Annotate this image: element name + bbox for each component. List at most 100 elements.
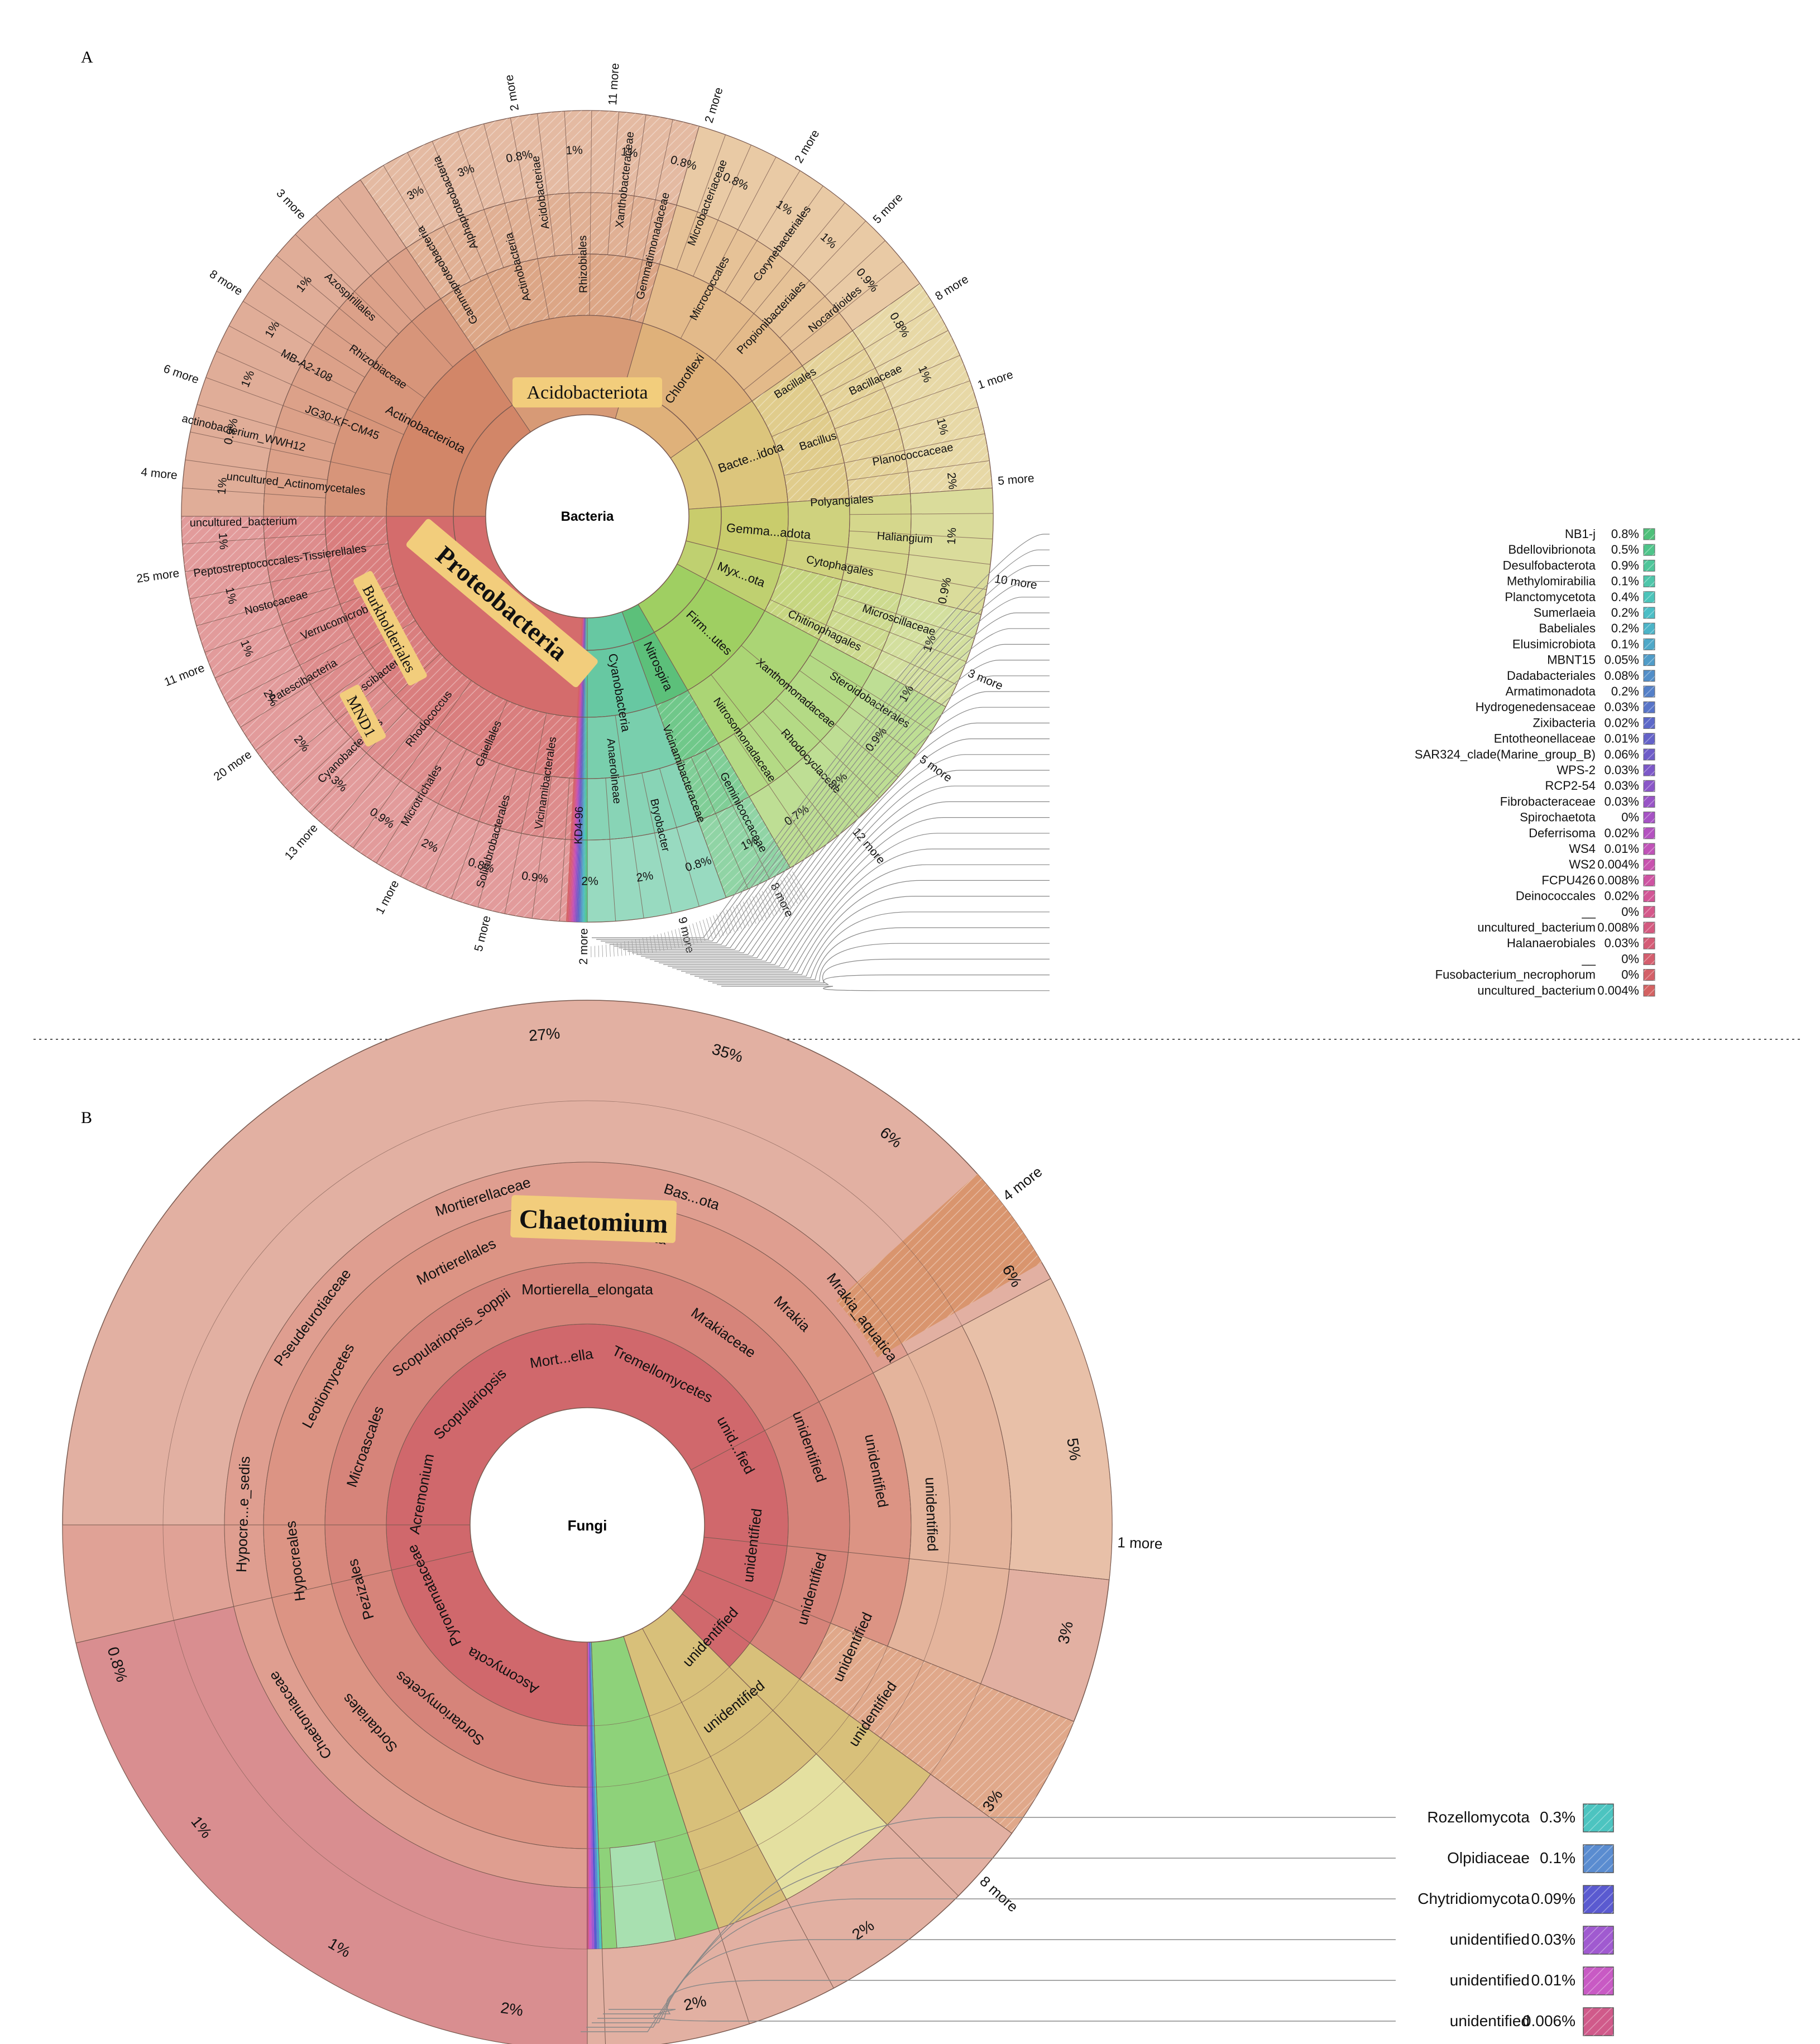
bacteria-fan-line xyxy=(664,932,668,950)
legend-swatch-hatch xyxy=(1644,906,1655,918)
bacteria-fan-line xyxy=(628,941,630,956)
legend-connector xyxy=(686,864,1050,973)
legend-value: 0.2% xyxy=(1611,606,1639,620)
bacteria-minor-wedge xyxy=(567,617,583,922)
bacteria-minor-wedge xyxy=(579,617,586,922)
legend-name: FCPU426 xyxy=(1541,873,1596,887)
fungi-spoke xyxy=(682,1594,1012,1834)
fungi-center-label: Fungi xyxy=(568,1517,607,1534)
bacteria-spoke xyxy=(767,220,866,326)
wedge-label: 6 more xyxy=(162,362,200,386)
bacteria-fan-line xyxy=(761,891,774,917)
legend-connector xyxy=(690,880,1050,975)
legend-connector xyxy=(681,848,1050,972)
bacteria-spoke xyxy=(205,377,341,427)
bacteria-spoke xyxy=(425,700,508,889)
fungi-legend: Rozellomycota 0.3% Olpidiaceae 0.1% Chytridi… xyxy=(1417,1803,1614,2036)
wedge-label: 5% xyxy=(1064,1437,1084,1462)
legend-name: SAR324_clade(Marine_group_B) xyxy=(1415,747,1596,761)
bacteria-fan-line xyxy=(716,914,724,936)
bacteria-ring-2 xyxy=(386,315,789,718)
bacteria-fan-line xyxy=(730,908,739,931)
bacteria-spoke xyxy=(255,667,373,751)
bacteria-fan-line xyxy=(702,919,710,941)
wedge-label: 1% xyxy=(215,477,229,495)
legend-swatch-hatch xyxy=(1644,733,1655,745)
bacteria-minor-wedge xyxy=(584,617,587,922)
legend-name: Halanaerobiales xyxy=(1507,936,1596,950)
legend-connector xyxy=(641,707,1050,957)
legend-swatch-hatch xyxy=(1644,843,1655,855)
bacteria-fan-line xyxy=(696,922,702,943)
fungi-minor-wedge xyxy=(589,1642,597,1949)
bacteria-minor-wedge xyxy=(571,617,584,922)
bacteria-minor-wedge xyxy=(586,617,587,922)
bacteria-spoke xyxy=(739,185,823,303)
legend-swatch-hatch xyxy=(1644,765,1655,776)
legend-swatch-hatch xyxy=(1583,1967,1613,1995)
legend-connector xyxy=(619,628,1050,948)
legend-value: 0.09% xyxy=(1531,1890,1575,1907)
bacteria-spoke xyxy=(477,769,517,908)
bacteria-minor-wedge xyxy=(575,617,585,922)
legend-name: uncultured_bacterium xyxy=(1477,920,1596,934)
legend-connector xyxy=(609,2009,1396,2022)
legend-name: RCP2-54 xyxy=(1545,779,1596,793)
legend-connector xyxy=(672,817,1050,968)
legend-connector xyxy=(596,549,1050,940)
legend-value: 0.01% xyxy=(1605,732,1639,746)
bacteria-spoke xyxy=(641,773,672,914)
bacteria-spoke xyxy=(457,131,504,268)
legend-name: WS4 xyxy=(1569,842,1596,856)
legend-swatch-hatch xyxy=(1644,529,1655,540)
bacteria-fan-line xyxy=(736,905,746,928)
bacteria-wedge-hatch xyxy=(264,516,587,840)
bacteria-spoke xyxy=(258,277,425,399)
legend-value: 0.004% xyxy=(1597,857,1639,871)
bacteria-minor-wedge xyxy=(583,617,587,922)
legend-swatch-hatch xyxy=(1644,875,1655,886)
legend-name: Entotheonellaceae xyxy=(1494,732,1596,746)
fungi-spoke xyxy=(670,1608,959,1897)
bacteria-fan-line xyxy=(783,877,798,904)
wedge-label: 2% xyxy=(945,472,959,490)
panel-letter-b: B xyxy=(81,1109,92,1127)
legend-name: unidentified xyxy=(1450,1931,1530,1948)
fungi-spoke xyxy=(691,1278,1051,1470)
bacteria-minor-wedge xyxy=(578,617,586,922)
legend-name: Elusimicrobiota xyxy=(1512,637,1596,651)
legend-value: 0% xyxy=(1621,810,1639,824)
legend-value: 0.06% xyxy=(1605,747,1639,761)
bacteria-spoke xyxy=(227,636,355,703)
legend-swatch-hatch xyxy=(1644,623,1655,635)
fungi-spoke xyxy=(696,1568,1074,1722)
bacteria-minor-wedge xyxy=(582,617,587,922)
wedge-label: 8 more xyxy=(933,273,971,303)
legend-swatch-hatch xyxy=(1644,796,1655,808)
svg-text:Acidobacteriota: Acidobacteriota xyxy=(526,382,648,403)
bacteria-spoke xyxy=(741,645,899,778)
bacteria-spoke xyxy=(691,757,749,889)
bacteria-spoke xyxy=(432,141,511,331)
legend-value: 0.2% xyxy=(1611,684,1639,698)
legend-swatch-hatch xyxy=(1583,1804,1613,1832)
bacteria-wedge xyxy=(841,493,912,595)
legend-value: 0.02% xyxy=(1605,826,1639,840)
legend-swatch-hatch xyxy=(1583,1845,1613,1873)
bacteria-fan-line xyxy=(639,938,641,954)
wedge-label: 5 more xyxy=(870,191,905,226)
bacteria-minor-wedge xyxy=(567,617,583,922)
legend-connector xyxy=(605,581,1050,943)
fungi-minor-wedge xyxy=(588,1642,595,1949)
bacteria-minor-wedge xyxy=(583,617,587,922)
legend-swatch-hatch xyxy=(1583,1885,1613,1913)
legend-value: 0.03% xyxy=(1605,936,1639,950)
bacteria-fan-line xyxy=(598,945,600,957)
bacteria-fan-line xyxy=(671,930,676,949)
legend-value: 0.4% xyxy=(1611,590,1639,604)
legend-swatch-hatch xyxy=(1644,686,1655,697)
bacteria-spoke xyxy=(734,733,815,853)
bacteria-wedge-hatch xyxy=(656,690,719,763)
legend-connector xyxy=(717,975,1050,985)
bacteria-spoke xyxy=(310,708,409,813)
